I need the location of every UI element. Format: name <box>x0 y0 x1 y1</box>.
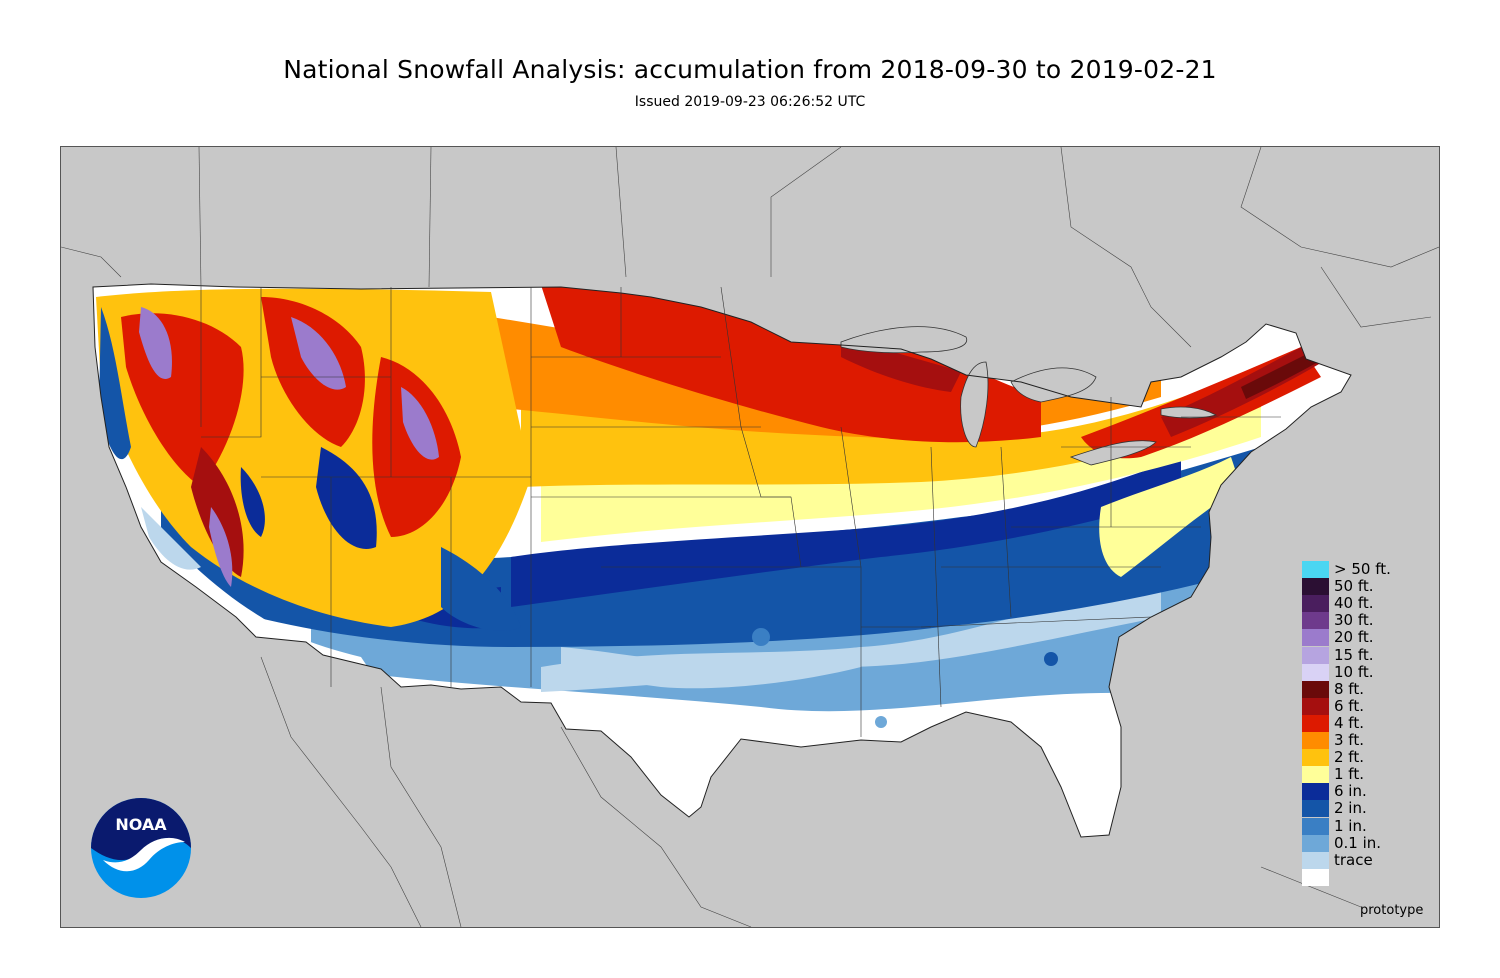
legend-swatch <box>1302 578 1329 596</box>
noaa-logo-icon: NOAA <box>89 796 193 904</box>
legend-label: 6 in. <box>1334 782 1367 801</box>
legend-swatch <box>1302 868 1329 886</box>
legend-swatch <box>1302 800 1329 818</box>
legend-item: 1 ft. <box>1302 765 1442 784</box>
legend-label: trace <box>1334 850 1373 869</box>
neighbor-borders <box>61 147 1439 927</box>
legend-item: 6 ft. <box>1302 696 1442 715</box>
great-lakes <box>840 326 1218 466</box>
legend-item: 0.1 in. <box>1302 833 1442 852</box>
us-outline <box>92 283 1352 838</box>
legend-item: 6 in. <box>1302 782 1442 801</box>
noaa-logo-text: NOAA <box>115 815 167 834</box>
legend-item: 10 ft. <box>1302 662 1442 681</box>
legend-swatch <box>1302 697 1329 715</box>
legend-swatch <box>1302 595 1329 613</box>
legend-item: 15 ft. <box>1302 645 1442 664</box>
legend-item: 1 in. <box>1302 816 1442 835</box>
legend-label: 40 ft. <box>1334 594 1374 613</box>
legend-label: 3 ft. <box>1334 731 1364 749</box>
issued-timestamp: Issued 2019-09-23 06:26:52 UTC <box>634 94 866 110</box>
legend-item <box>1302 868 1442 886</box>
legend-label: > 50 ft. <box>1334 560 1391 578</box>
legend-swatch <box>1302 749 1329 767</box>
legend-item: 8 ft. <box>1302 679 1442 698</box>
legend-swatch <box>1302 817 1329 835</box>
legend-swatch <box>1302 714 1329 732</box>
legend-label: 20 ft. <box>1334 628 1374 647</box>
legend-item: trace <box>1302 850 1442 869</box>
legend-swatch <box>1302 680 1329 698</box>
legend-item: > 50 ft. <box>1302 560 1442 578</box>
legend-item: 50 ft. <box>1302 577 1442 596</box>
prototype-label: prototype <box>1360 903 1424 918</box>
legend-label: 2 in. <box>1334 799 1367 818</box>
legend-swatch <box>1302 834 1329 852</box>
legend-item: 30 ft. <box>1302 611 1442 630</box>
legend-swatch <box>1302 732 1329 749</box>
legend-swatch <box>1302 646 1329 664</box>
map-title: National Snowfall Analysis: accumulation… <box>283 55 1217 84</box>
legend-item: 4 ft. <box>1302 713 1442 732</box>
legend-swatch <box>1302 766 1329 784</box>
map-canvas <box>61 147 1439 927</box>
legend-swatch <box>1302 851 1329 869</box>
legend-label: 10 ft. <box>1334 662 1374 681</box>
legend-item: 3 ft. <box>1302 731 1442 749</box>
state-boundaries <box>200 286 1281 737</box>
snowfall-map[interactable] <box>60 146 1440 928</box>
legend-swatch <box>1302 629 1329 647</box>
legend-label: 50 ft. <box>1334 577 1374 596</box>
legend-label: 8 ft. <box>1334 679 1364 698</box>
legend-label: 0.1 in. <box>1334 833 1382 852</box>
legend-label: 15 ft. <box>1334 645 1374 664</box>
legend-item: 2 in. <box>1302 799 1442 818</box>
legend-swatch <box>1302 663 1329 681</box>
legend-label: 6 ft. <box>1334 696 1364 715</box>
legend-swatch <box>1302 612 1329 630</box>
legend-swatch <box>1302 561 1329 578</box>
legend-item: 2 ft. <box>1302 748 1442 767</box>
legend-label: 2 ft. <box>1334 748 1364 767</box>
legend-label: 30 ft. <box>1334 611 1374 630</box>
legend-label: 1 in. <box>1334 816 1367 835</box>
legend-swatch <box>1302 783 1329 801</box>
legend-item: 40 ft. <box>1302 594 1442 613</box>
legend-item: 20 ft. <box>1302 628 1442 647</box>
legend-label: 4 ft. <box>1334 713 1364 732</box>
legend-label: 1 ft. <box>1334 765 1364 784</box>
